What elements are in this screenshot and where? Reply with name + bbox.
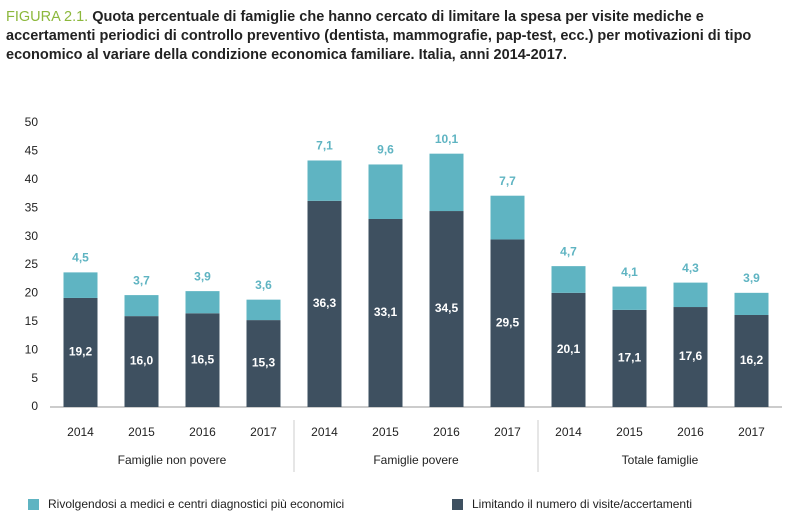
value-label: 34,5	[435, 301, 459, 315]
value-label: 9,6	[377, 143, 394, 157]
x-tick-label: 2015	[616, 425, 643, 439]
bar-segment	[490, 239, 525, 407]
value-label: 3,6	[255, 278, 272, 292]
y-tick-label: 35	[25, 200, 39, 214]
chart-title: FIGURA 2.1. Quota percentuale di famiglie…	[6, 8, 791, 65]
value-label: 20,1	[557, 342, 581, 356]
y-tick-label: 5	[31, 371, 38, 385]
y-tick-label: 10	[25, 342, 39, 356]
bar-segment	[490, 195, 525, 240]
bar-segment	[368, 218, 403, 407]
value-label: 7,7	[499, 174, 516, 188]
x-tick-label: 2014	[555, 425, 582, 439]
bar-segment	[734, 314, 769, 407]
value-label: 16,2	[740, 353, 764, 367]
figure-label: FIGURA 2.1.	[6, 9, 89, 25]
value-label: 7,1	[316, 139, 333, 153]
group-label: Famiglie non povere	[118, 453, 227, 467]
value-label: 33,1	[374, 305, 398, 319]
value-label: 17,1	[618, 351, 642, 365]
bar-segment	[185, 291, 220, 314]
y-tick-label: 15	[25, 314, 39, 328]
y-tick-label: 30	[25, 229, 39, 243]
bar-segment	[307, 200, 342, 407]
group-label: Totale famiglie	[622, 453, 699, 467]
bar-segment	[551, 266, 586, 293]
value-label: 4,5	[72, 251, 89, 265]
value-label: 36,3	[313, 296, 337, 310]
legend-label: Rivolgendosi a medici e centri diagnosti…	[48, 497, 344, 511]
x-tick-label: 2017	[250, 425, 277, 439]
value-label: 16,0	[130, 354, 154, 368]
value-label: 29,5	[496, 315, 520, 329]
value-label: 3,9	[743, 271, 760, 285]
y-tick-label: 25	[25, 257, 39, 271]
legend-swatch	[28, 499, 39, 510]
bar-segment	[612, 309, 647, 407]
title-text: Quota percentuale di famiglie che hanno …	[6, 9, 752, 63]
bar-segment	[124, 316, 159, 407]
bar-segment	[551, 292, 586, 407]
value-label: 3,7	[133, 273, 150, 287]
bar-segment	[734, 292, 769, 315]
x-tick-label: 2017	[494, 425, 521, 439]
bar-segment	[429, 211, 464, 407]
x-tick-label: 2015	[128, 425, 155, 439]
x-tick-label: 2014	[67, 425, 94, 439]
bar-segment	[368, 164, 403, 219]
group-label: Famiglie povere	[373, 453, 459, 467]
value-label: 4,3	[682, 261, 699, 275]
value-label: 3,9	[194, 269, 211, 283]
y-tick-label: 20	[25, 286, 39, 300]
x-tick-label: 2014	[311, 425, 338, 439]
legend-swatch	[452, 499, 463, 510]
y-tick-label: 50	[25, 115, 39, 129]
value-label: 15,3	[252, 356, 276, 370]
bar-segment	[246, 299, 281, 321]
bar-segment	[307, 160, 342, 201]
value-label: 16,5	[191, 352, 215, 366]
bar-segment	[612, 286, 647, 310]
bar-segment	[63, 272, 98, 298]
value-label: 19,2	[69, 345, 93, 359]
x-tick-label: 2016	[433, 425, 460, 439]
bar-segment	[429, 153, 464, 212]
x-tick-label: 2016	[189, 425, 216, 439]
x-tick-label: 2017	[738, 425, 765, 439]
value-label: 10,1	[435, 132, 459, 146]
bar-segment	[673, 307, 708, 407]
value-label: 4,1	[621, 265, 638, 279]
bar-segment	[185, 313, 220, 407]
x-tick-label: 2016	[677, 425, 704, 439]
x-tick-label: 2015	[372, 425, 399, 439]
bar-segment	[673, 282, 708, 308]
legend-label: Limitando il numero di visite/accertamen…	[472, 497, 692, 511]
value-label: 4,7	[560, 244, 577, 258]
bar-segment	[63, 297, 98, 407]
y-tick-label: 0	[31, 399, 38, 413]
bar-segment	[246, 320, 281, 407]
y-tick-label: 40	[25, 172, 39, 186]
value-label: 17,6	[679, 349, 703, 363]
bar-segment	[124, 295, 159, 317]
y-tick-label: 45	[25, 144, 39, 158]
